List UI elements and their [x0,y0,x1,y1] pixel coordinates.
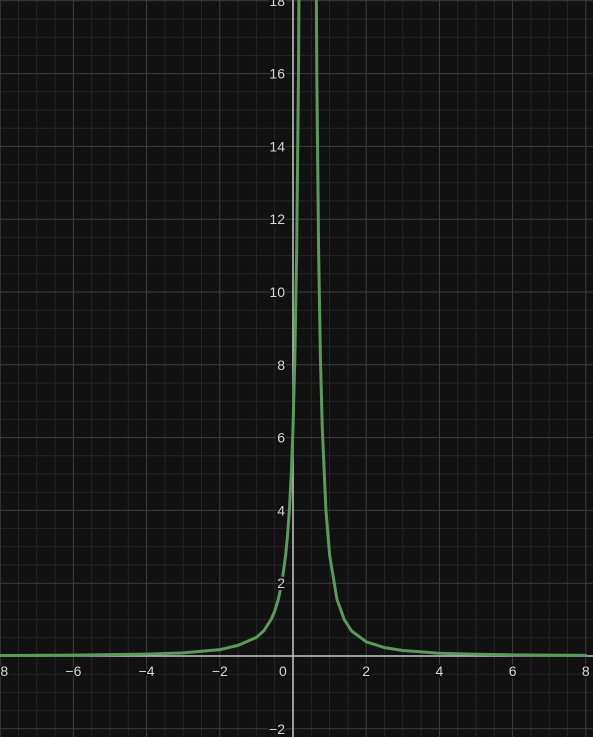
y-tick-label: 8 [277,357,285,373]
x-tick-label: 8 [582,663,590,679]
y-tick-label: 4 [277,502,285,518]
x-tick-label: −4 [139,663,155,679]
y-tick-label: −2 [269,721,285,737]
x-tick-label: −8 [0,663,8,679]
y-tick-label: 6 [277,430,285,446]
y-tick-label: 2 [277,575,285,591]
y-tick-label: 10 [269,284,285,300]
series-curve-left-branch[interactable] [0,0,301,657]
x-tick-label: −2 [212,663,228,679]
curves[interactable] [0,0,588,657]
x-tick-label: 4 [436,663,444,679]
y-tick-label: 14 [269,138,285,154]
series-curve-right-branch[interactable] [314,0,588,657]
y-tick-label: 12 [269,211,285,227]
y-tick-label: 18 [269,0,285,9]
x-tick-label: 6 [509,663,517,679]
y-tick-label: 16 [269,66,285,82]
x-tick-label: 2 [362,663,370,679]
x-tick-label: 0 [279,663,287,679]
x-tick-label: −6 [65,663,81,679]
